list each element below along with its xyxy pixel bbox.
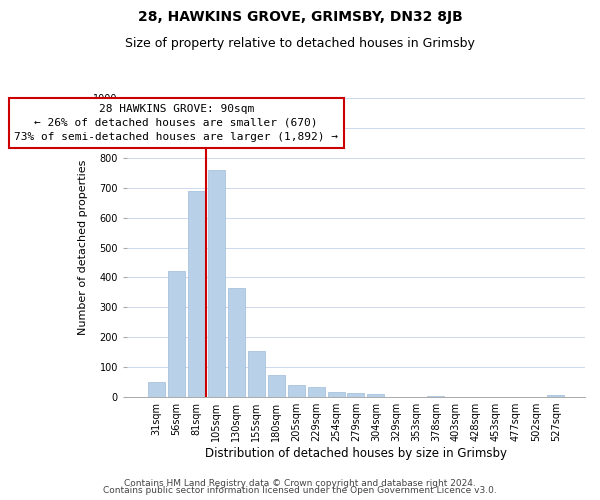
Bar: [367, 394, 385, 397]
Bar: [168, 272, 185, 397]
Text: Contains public sector information licensed under the Open Government Licence v3: Contains public sector information licen…: [103, 486, 497, 495]
Text: Size of property relative to detached houses in Grimsby: Size of property relative to detached ho…: [125, 38, 475, 51]
Bar: [188, 190, 205, 397]
Bar: [227, 288, 245, 397]
Bar: [287, 385, 305, 397]
Bar: [268, 374, 284, 397]
Text: 28 HAWKINS GROVE: 90sqm
← 26% of detached houses are smaller (670)
73% of semi-d: 28 HAWKINS GROVE: 90sqm ← 26% of detache…: [14, 104, 338, 142]
X-axis label: Distribution of detached houses by size in Grimsby: Distribution of detached houses by size …: [205, 447, 507, 460]
Bar: [248, 350, 265, 397]
Bar: [427, 396, 445, 397]
Bar: [547, 394, 564, 397]
Bar: [308, 387, 325, 397]
Bar: [208, 170, 224, 397]
Bar: [328, 392, 344, 397]
Bar: [148, 382, 165, 397]
Y-axis label: Number of detached properties: Number of detached properties: [78, 160, 88, 335]
Text: Contains HM Land Registry data © Crown copyright and database right 2024.: Contains HM Land Registry data © Crown c…: [124, 478, 476, 488]
Bar: [347, 393, 364, 397]
Text: 28, HAWKINS GROVE, GRIMSBY, DN32 8JB: 28, HAWKINS GROVE, GRIMSBY, DN32 8JB: [137, 10, 463, 24]
